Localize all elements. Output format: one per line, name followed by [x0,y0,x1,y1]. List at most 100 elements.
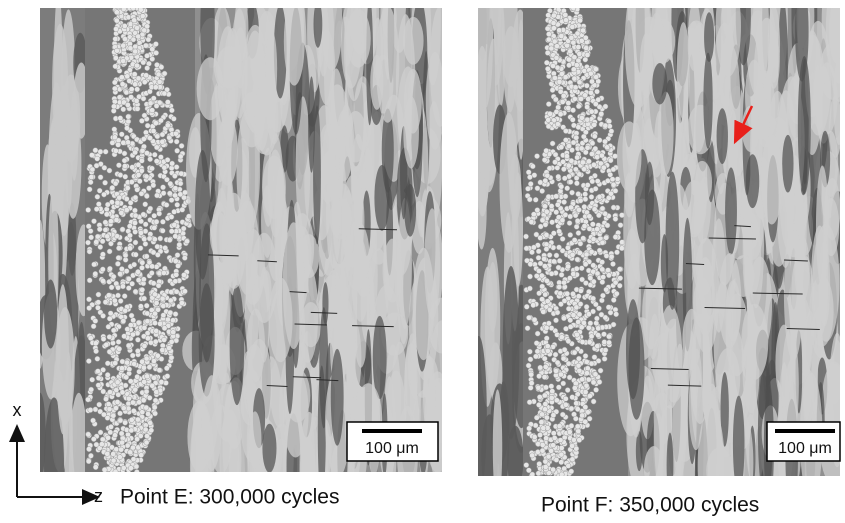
texture [572,76,577,81]
texture [124,360,129,365]
texture [95,156,100,161]
texture [141,60,146,65]
texture [605,223,610,228]
texture [146,186,151,191]
texture [580,160,585,165]
texture [116,246,121,251]
texture [541,309,546,314]
texture [562,347,567,352]
texture [553,368,558,373]
texture [592,355,597,360]
texture [142,379,147,384]
texture [583,35,588,40]
texture [471,336,487,494]
texture [120,82,125,87]
texture [96,375,101,380]
texture [549,395,554,400]
texture [134,437,139,442]
texture [565,245,570,250]
texture [536,374,541,379]
texture [135,87,140,92]
texture [413,248,435,361]
texture [569,423,574,428]
texture [91,436,96,441]
texture [94,239,99,244]
texture [538,224,543,229]
scale-bar: 100 μm [767,422,840,461]
texture [606,273,611,278]
texture [572,55,577,60]
texture [587,226,592,231]
texture [113,36,118,41]
texture [123,308,128,313]
texture [182,255,187,260]
texture [580,413,585,418]
texture [118,298,123,303]
texture [557,284,562,289]
texture [617,267,622,272]
texture [554,253,559,258]
texture [149,270,154,275]
texture [95,305,100,310]
texture [126,406,131,411]
texture [557,28,562,33]
texture [531,303,536,308]
texture [173,259,178,264]
texture [112,298,117,303]
texture [561,381,566,386]
texture [568,214,573,219]
texture [162,91,167,96]
texture [123,420,128,425]
texture [119,431,124,436]
texture [144,254,149,259]
texture [115,285,120,290]
texture [493,389,502,504]
texture [117,346,122,351]
texture [527,400,532,405]
texture [584,45,589,50]
texture [572,238,577,243]
texture [107,168,112,173]
texture [137,179,142,184]
texture [560,218,565,223]
texture [567,429,572,434]
texture [376,6,399,123]
texture [577,18,582,23]
texture [540,218,545,223]
texture [133,240,138,245]
texture [534,273,539,278]
texture [582,68,587,73]
texture [610,261,615,266]
texture [692,161,712,204]
texture [574,266,579,271]
texture [595,179,600,184]
texture [584,252,589,257]
texture [552,160,557,165]
texture [126,15,131,20]
texture [543,178,548,183]
texture [618,223,623,228]
texture [553,318,558,323]
texture [141,96,146,101]
texture [96,300,101,305]
texture [174,139,179,144]
texture [152,225,157,230]
texture [583,93,588,98]
texture [124,207,129,212]
axis-label: x [13,400,22,420]
texture [153,85,158,90]
texture [138,7,143,12]
texture [161,270,166,275]
texture [112,86,117,91]
texture [553,352,558,357]
texture [602,339,607,344]
texture [145,311,150,316]
texture [608,310,613,315]
texture [112,80,117,85]
texture [134,25,139,30]
texture [89,235,94,240]
texture [130,165,135,170]
texture [165,317,170,322]
texture [782,135,793,193]
texture [127,367,132,372]
